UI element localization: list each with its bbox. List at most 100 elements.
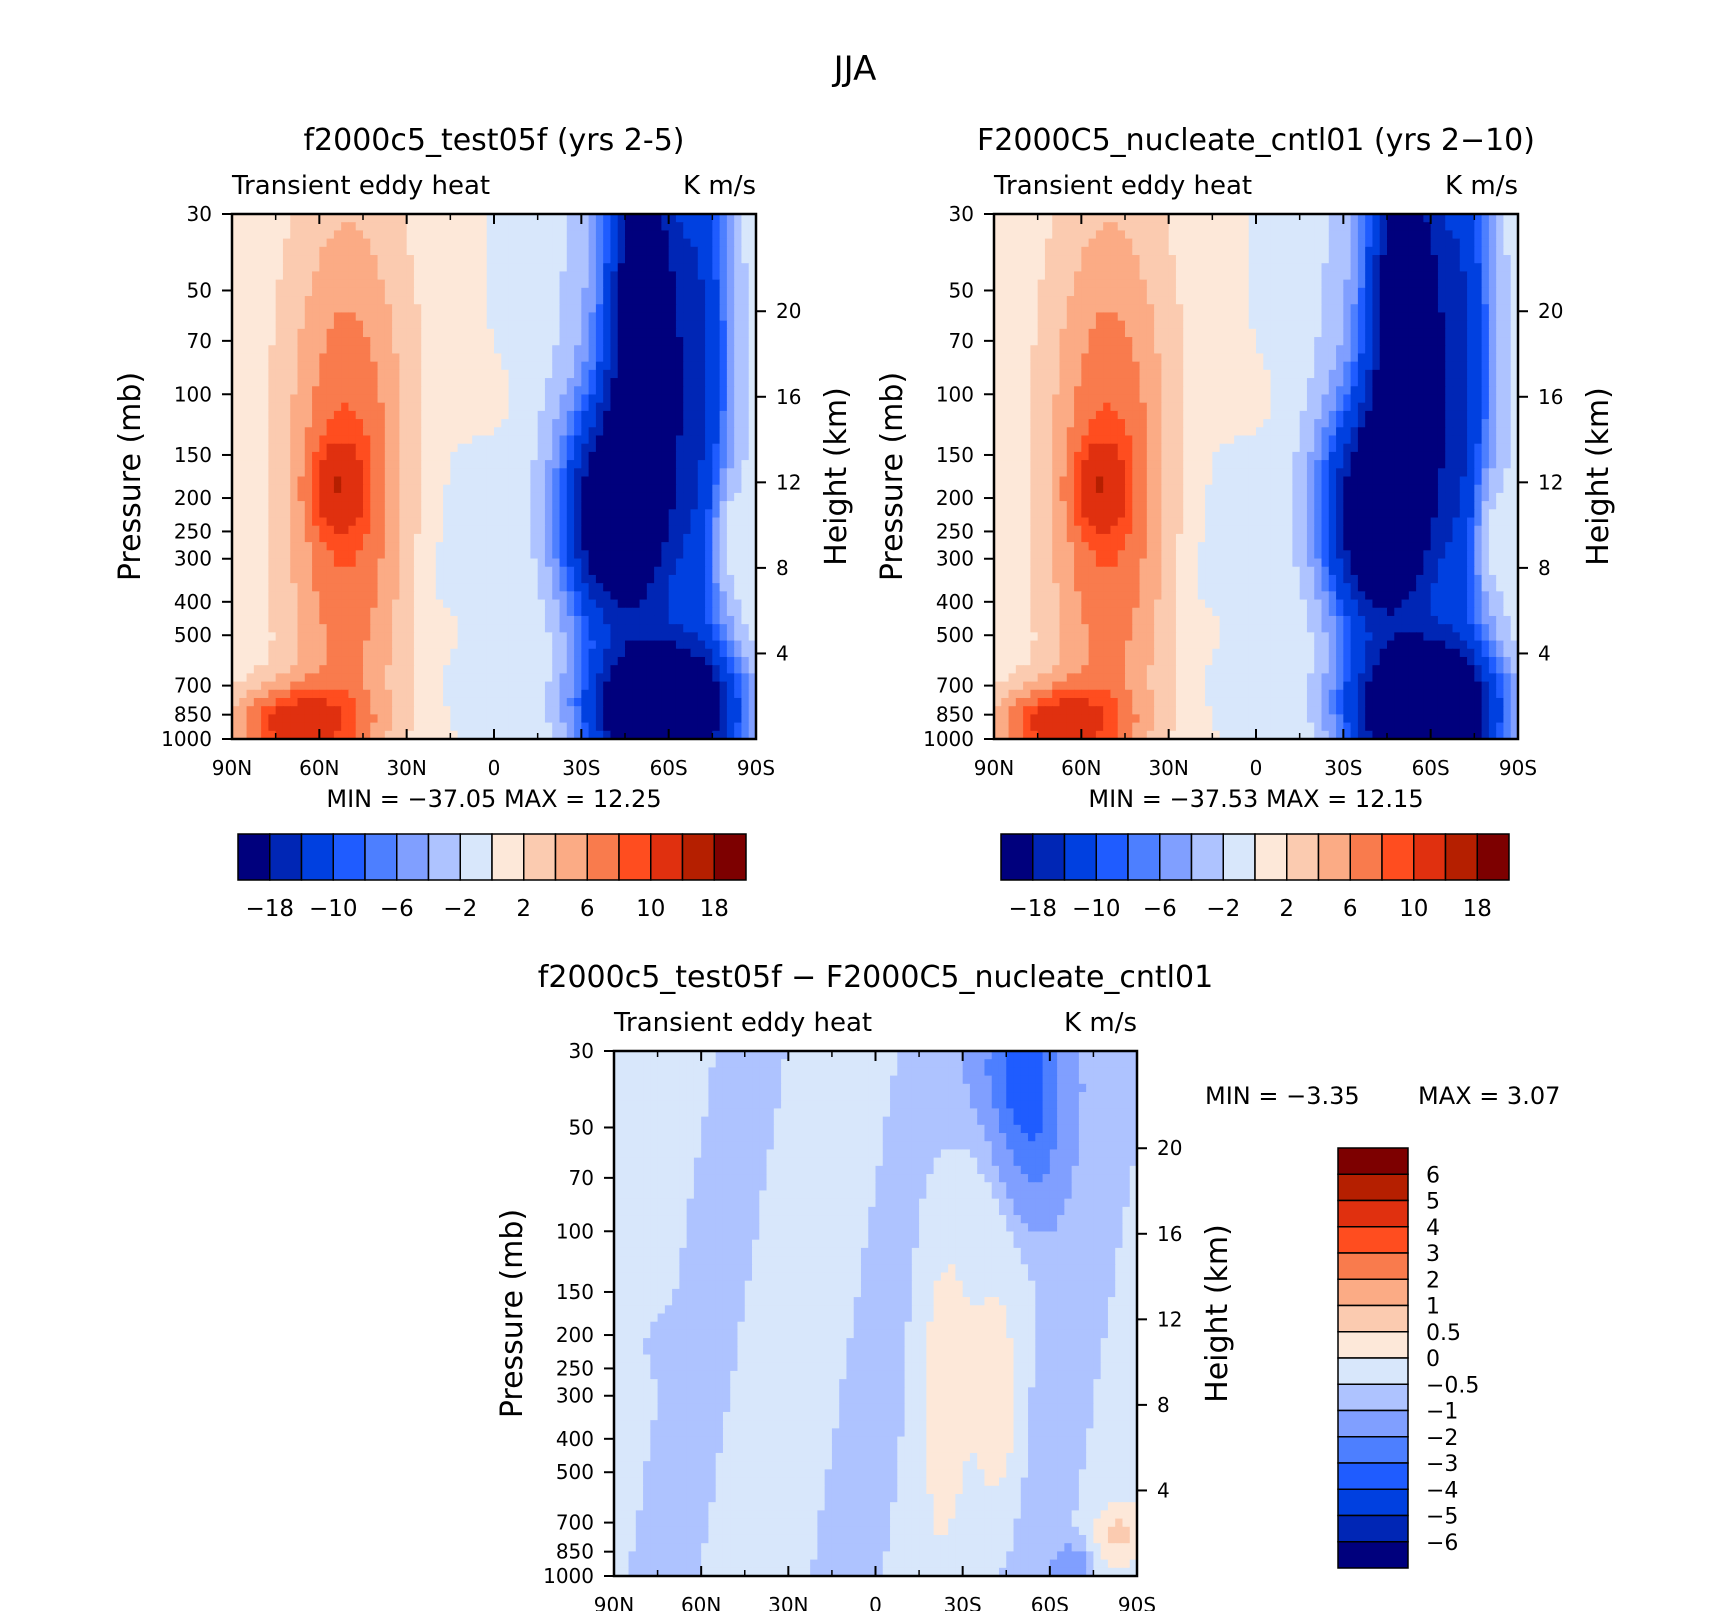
contour-cell [1110, 230, 1119, 240]
contour-cell [246, 361, 255, 371]
contour-cell [406, 484, 415, 494]
contour-cell [508, 583, 517, 592]
contour-cell [625, 419, 633, 428]
contour-cell [268, 558, 277, 568]
contour-cell [617, 525, 626, 535]
contour-cell [348, 484, 357, 494]
contour-cell [654, 287, 662, 297]
contour-cell [683, 214, 692, 223]
contour-cell [668, 607, 677, 617]
contour-cell [581, 681, 590, 691]
contour-cell [683, 501, 692, 510]
contour-cell [326, 427, 335, 437]
contour-cell [661, 271, 670, 281]
contour-cell [290, 255, 299, 264]
contour-cell [646, 337, 655, 346]
contour-cell [494, 353, 502, 363]
contour-cell [625, 345, 633, 355]
contour-cell [421, 451, 430, 461]
contour-cell [494, 304, 502, 314]
contour-cell [450, 722, 459, 732]
contour-cell [625, 632, 633, 642]
contour-cell [726, 542, 735, 551]
contour-cell [253, 714, 262, 724]
contour-cell [675, 238, 684, 248]
contour-cell [552, 722, 561, 732]
contour-cell [370, 419, 379, 428]
contour-cell [232, 263, 240, 273]
contour-cell [253, 492, 262, 502]
contour-cell [282, 312, 291, 322]
contour-cell [632, 615, 641, 625]
contour-cell [479, 361, 488, 371]
contour-cell [515, 230, 524, 240]
contour-cell [253, 246, 262, 256]
contour-cell [239, 665, 248, 674]
contour-cell [275, 476, 284, 486]
contour-cell [632, 722, 641, 732]
contour-cell [268, 378, 277, 387]
contour-cell [668, 640, 677, 650]
contour-cell [392, 419, 400, 428]
contour-cell [268, 566, 277, 576]
contour-cell [333, 533, 342, 543]
contour-cell [384, 558, 393, 568]
contour-cell [632, 665, 641, 674]
contour-cell [268, 714, 277, 724]
contour-cell [697, 345, 706, 355]
contour-cell [501, 517, 510, 527]
contour-cell [253, 402, 262, 412]
contour-cell [377, 238, 386, 248]
contour-cell [261, 566, 269, 576]
contour-cell [668, 681, 677, 691]
contour-cell [384, 369, 393, 379]
contour-cell [1365, 214, 1374, 223]
contour-cell [464, 624, 473, 633]
contour-cell [530, 460, 539, 469]
contour-cell [734, 714, 743, 724]
contour-cell [363, 599, 371, 609]
contour-cell [239, 337, 248, 346]
contour-cell [515, 730, 524, 740]
contour-cell [523, 353, 531, 363]
contour-cell [297, 665, 306, 674]
contour-cell [348, 640, 357, 650]
contour-cell [304, 607, 313, 617]
contour-cell [741, 337, 750, 346]
contour-cell [304, 632, 313, 642]
contour-cell [232, 697, 240, 707]
contour-cell [748, 673, 757, 683]
contour-cell [268, 443, 277, 453]
contour-cell [719, 337, 728, 346]
contour-cell [544, 369, 553, 379]
contour-cell [370, 279, 379, 289]
contour-cell [392, 599, 400, 609]
contour-cell [239, 574, 248, 584]
contour-cell [595, 337, 604, 346]
contour-cell [617, 435, 626, 445]
contour-cell [544, 238, 553, 248]
contour-cell [377, 345, 386, 355]
contour-cell [333, 361, 342, 371]
contour-cell [443, 279, 451, 289]
contour-cell [457, 214, 466, 223]
contour-cell [268, 238, 277, 248]
contour-cell [392, 337, 400, 346]
contour-cell [450, 640, 459, 650]
colorbar-label: 10 [636, 896, 665, 922]
contour-cell [654, 632, 662, 642]
contour-cell [654, 730, 662, 740]
contour-cell [574, 583, 582, 592]
contour-cell [683, 402, 692, 412]
contour-cell [253, 312, 262, 322]
contour-cell [457, 460, 466, 469]
x-tick-label: 30S [562, 756, 600, 780]
contour-cell [326, 525, 335, 535]
contour-cell [384, 214, 393, 223]
contour-cell [370, 246, 379, 256]
contour-cell [443, 419, 451, 428]
contour-cell [377, 484, 386, 494]
contour-cell [290, 599, 299, 609]
contour-cell [304, 525, 313, 535]
contour-cell [457, 599, 466, 609]
